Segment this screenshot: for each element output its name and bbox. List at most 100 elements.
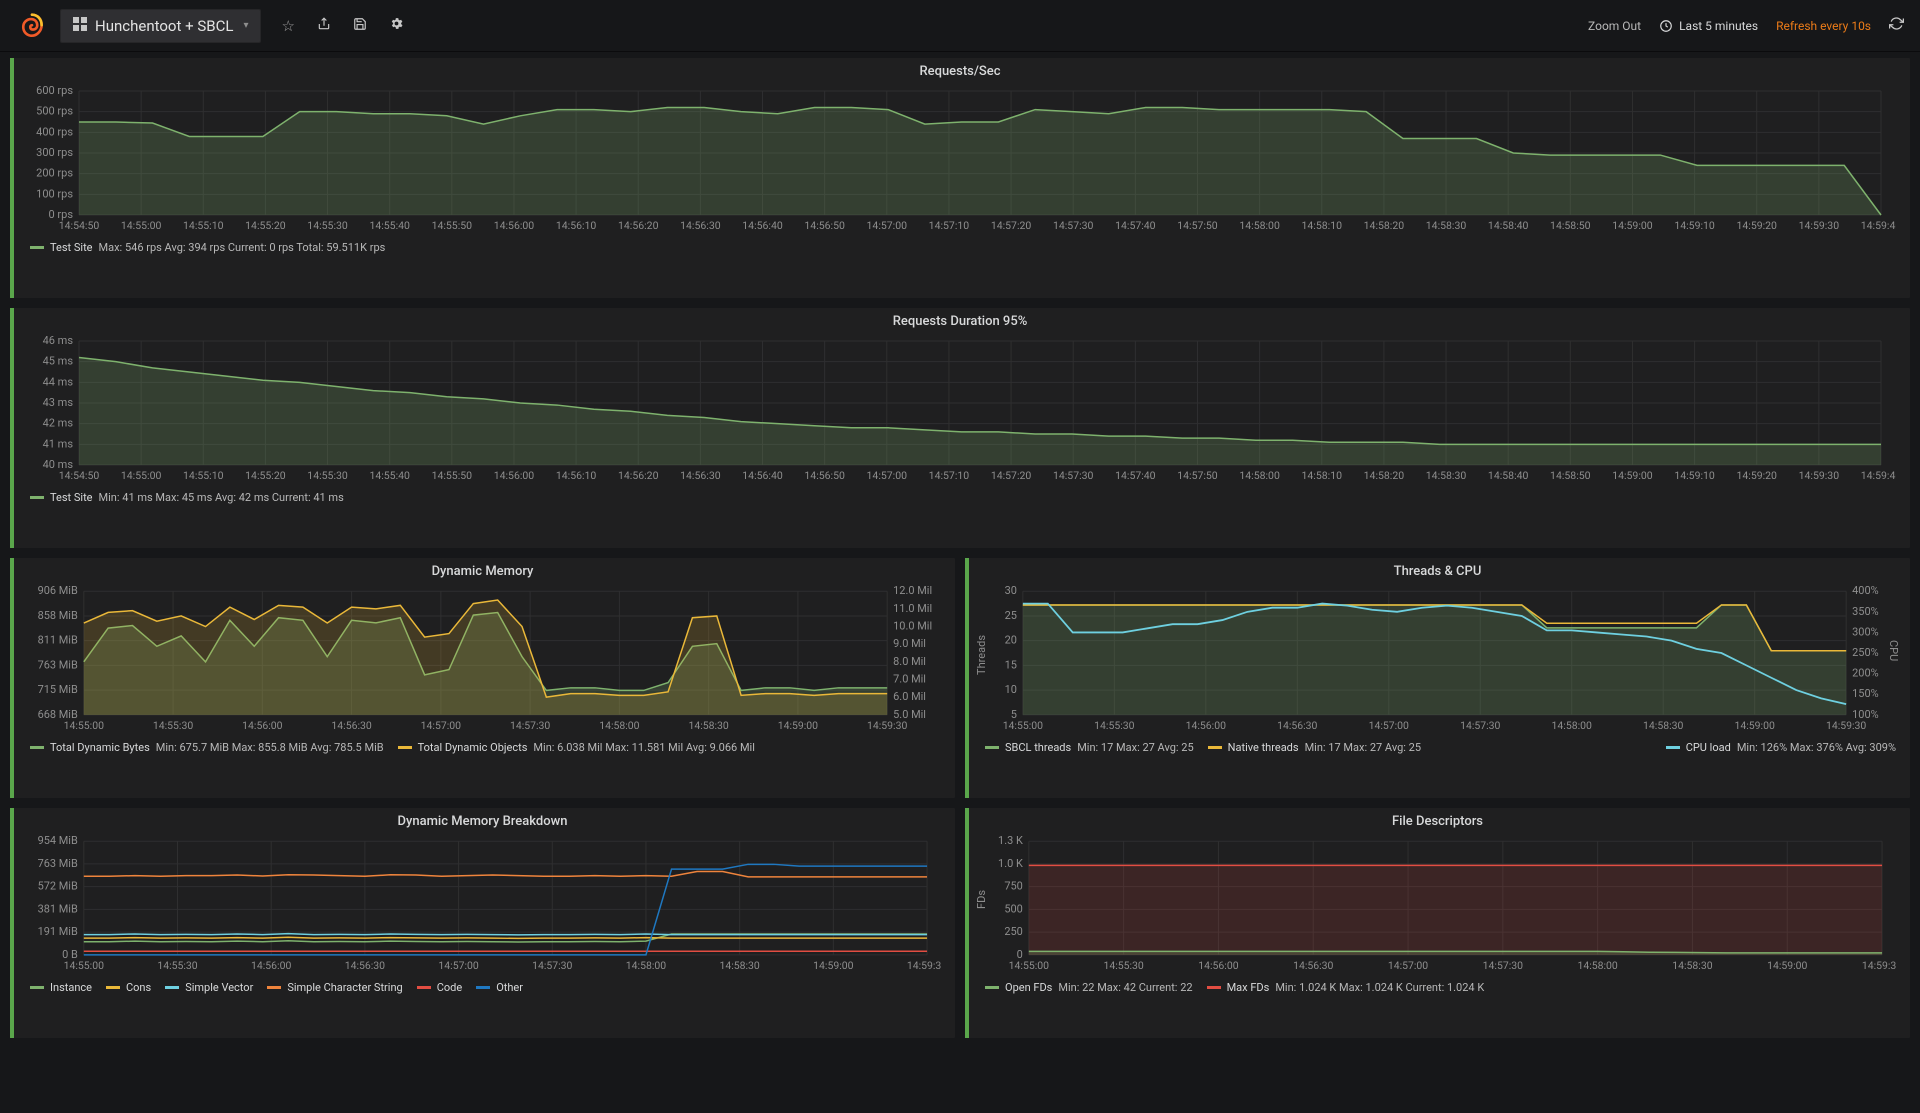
svg-text:14:58:00: 14:58:00 [626, 959, 666, 972]
clock-icon [1659, 19, 1673, 33]
refresh-interval[interactable]: Refresh every 10s [1776, 19, 1871, 33]
panel-file-descriptors: File Descriptors FDs 02505007501.0 K1.3 … [965, 808, 1910, 1038]
svg-text:14:56:10: 14:56:10 [556, 469, 597, 482]
legend-item[interactable]: CPU load Min: 126% Max: 376% Avg: 309% [1666, 741, 1896, 754]
legend-swatch [398, 746, 412, 749]
legend-item[interactable]: Native threads Min: 17 Max: 27 Avg: 25 [1208, 741, 1421, 754]
svg-text:100 rps: 100 rps [36, 187, 73, 200]
svg-text:14:55:30: 14:55:30 [307, 469, 348, 482]
legend-name: Total Dynamic Bytes [50, 741, 150, 754]
svg-text:15: 15 [1005, 658, 1017, 671]
svg-text:6.0 Mil: 6.0 Mil [893, 690, 926, 703]
svg-text:1.0 K: 1.0 K [998, 857, 1023, 870]
svg-text:200 rps: 200 rps [36, 167, 73, 180]
save-icon[interactable] [353, 17, 367, 35]
star-icon[interactable]: ☆ [281, 17, 294, 35]
chart-dur[interactable]: 40 ms41 ms42 ms43 ms44 ms45 ms46 ms14:54… [24, 335, 1896, 485]
share-icon[interactable] [317, 17, 331, 35]
svg-text:14:59:40: 14:59:40 [1861, 219, 1896, 232]
svg-text:9.0 Mil: 9.0 Mil [893, 637, 926, 650]
legend-item[interactable]: Total Dynamic Objects Min: 6.038 Mil Max… [398, 741, 755, 754]
svg-text:14:58:20: 14:58:20 [1364, 469, 1405, 482]
svg-text:500 rps: 500 rps [36, 105, 73, 118]
svg-text:14:55:50: 14:55:50 [432, 219, 473, 232]
panel-handle[interactable] [10, 58, 14, 298]
svg-text:14:58:30: 14:58:30 [1426, 469, 1467, 482]
legend-item[interactable]: Simple Character String [267, 981, 402, 994]
chart-fd[interactable]: 02505007501.0 K1.3 K14:55:0014:55:3014:5… [979, 835, 1896, 975]
legend-item[interactable]: Test Site Min: 41 ms Max: 45 ms Avg: 42 … [30, 491, 344, 504]
grafana-logo[interactable] [16, 10, 48, 42]
legend-name: Simple Vector [185, 981, 253, 994]
legend-item[interactable]: Code [417, 981, 462, 994]
legend-item[interactable]: Total Dynamic Bytes Min: 675.7 MiB Max: … [30, 741, 384, 754]
svg-text:250%: 250% [1852, 646, 1878, 659]
svg-text:14:56:00: 14:56:00 [494, 219, 535, 232]
legend-item[interactable]: SBCL threads Min: 17 Max: 27 Avg: 25 [985, 741, 1194, 754]
svg-text:14:56:50: 14:56:50 [804, 219, 845, 232]
svg-text:14:56:40: 14:56:40 [742, 469, 783, 482]
legend-item[interactable]: Open FDs Min: 22 Max: 42 Current: 22 [985, 981, 1193, 994]
svg-text:41 ms: 41 ms [43, 437, 74, 450]
svg-text:20: 20 [1005, 634, 1017, 647]
svg-text:14:57:00: 14:57:00 [1369, 719, 1409, 732]
svg-text:14:55:40: 14:55:40 [369, 219, 410, 232]
svg-text:14:57:30: 14:57:30 [532, 959, 572, 972]
svg-text:14:59:40: 14:59:40 [1861, 469, 1896, 482]
legend-item[interactable]: Max FDs Min: 1.024 K Max: 1.024 K Curren… [1207, 981, 1485, 994]
panel-handle[interactable] [10, 308, 14, 548]
svg-text:10.0 Mil: 10.0 Mil [893, 620, 932, 633]
svg-text:14:56:30: 14:56:30 [680, 219, 721, 232]
svg-text:14:55:20: 14:55:20 [245, 469, 286, 482]
gear-icon[interactable] [389, 16, 404, 35]
legend-item[interactable]: Test Site Max: 546 rps Avg: 394 rps Curr… [30, 241, 385, 254]
legend-swatch [30, 986, 44, 989]
svg-text:14:58:10: 14:58:10 [1302, 469, 1343, 482]
panel-handle[interactable] [965, 558, 969, 798]
panel-handle[interactable] [965, 808, 969, 1038]
legend-item[interactable]: Instance [30, 981, 92, 994]
legend-item[interactable]: Other [476, 981, 523, 994]
svg-text:150%: 150% [1852, 687, 1878, 700]
svg-text:14:59:10: 14:59:10 [1674, 469, 1715, 482]
svg-text:12.0 Mil: 12.0 Mil [893, 585, 932, 597]
svg-text:7.0 Mil: 7.0 Mil [893, 672, 926, 685]
legend-stats: Min: 22 Max: 42 Current: 22 [1058, 981, 1192, 994]
legend-stats: Min: 1.024 K Max: 1.024 K Current: 1.024… [1275, 981, 1484, 994]
chart-rps[interactable]: 0 rps100 rps200 rps300 rps400 rps500 rps… [24, 85, 1896, 235]
svg-text:42 ms: 42 ms [43, 417, 74, 430]
panel-handle[interactable] [10, 808, 14, 1038]
panel-handle[interactable] [10, 558, 14, 798]
legend-swatch [30, 496, 44, 499]
legend-name: Total Dynamic Objects [418, 741, 528, 754]
chart-mbd[interactable]: 0 B191 MiB381 MiB572 MiB763 MiB954 MiB14… [24, 835, 941, 975]
legend-swatch [1666, 746, 1680, 749]
toolbar-icons: ☆ [281, 16, 403, 35]
time-range-picker[interactable]: Last 5 minutes [1659, 19, 1758, 33]
svg-text:14:56:20: 14:56:20 [618, 469, 659, 482]
svg-text:14:55:00: 14:55:00 [1003, 719, 1043, 732]
svg-text:572 MiB: 572 MiB [38, 880, 78, 893]
panel-title: Dynamic Memory [10, 558, 955, 581]
zoom-out-button[interactable]: Zoom Out [1588, 19, 1641, 33]
refresh-icon[interactable] [1889, 16, 1904, 35]
svg-text:8.0 Mil: 8.0 Mil [893, 655, 926, 668]
svg-text:14:56:10: 14:56:10 [556, 219, 597, 232]
svg-text:500: 500 [1004, 902, 1022, 915]
legend-name: Native threads [1228, 741, 1299, 754]
legend-item[interactable]: Simple Vector [165, 981, 253, 994]
legend-item[interactable]: Cons [106, 981, 151, 994]
chart-mem[interactable]: 668 MiB715 MiB763 MiB811 MiB858 MiB906 M… [24, 585, 941, 735]
legend-name: SBCL threads [1005, 741, 1071, 754]
legend-name: Cons [126, 981, 151, 994]
svg-text:14:55:00: 14:55:00 [1009, 959, 1049, 972]
dashboard-picker[interactable]: Hunchentoot + SBCL ▾ [60, 9, 261, 43]
legend-stats: Max: 546 rps Avg: 394 rps Current: 0 rps… [99, 241, 386, 254]
chart-cpu[interactable]: 51015202530100%150%200%250%300%350%400%1… [979, 585, 1896, 735]
svg-text:14:56:00: 14:56:00 [242, 719, 282, 732]
svg-text:46 ms: 46 ms [43, 335, 74, 347]
svg-text:14:57:00: 14:57:00 [867, 219, 908, 232]
svg-text:14:59:30: 14:59:30 [907, 959, 941, 972]
panel-title: Dynamic Memory Breakdown [10, 808, 955, 831]
svg-text:14:58:50: 14:58:50 [1550, 469, 1591, 482]
